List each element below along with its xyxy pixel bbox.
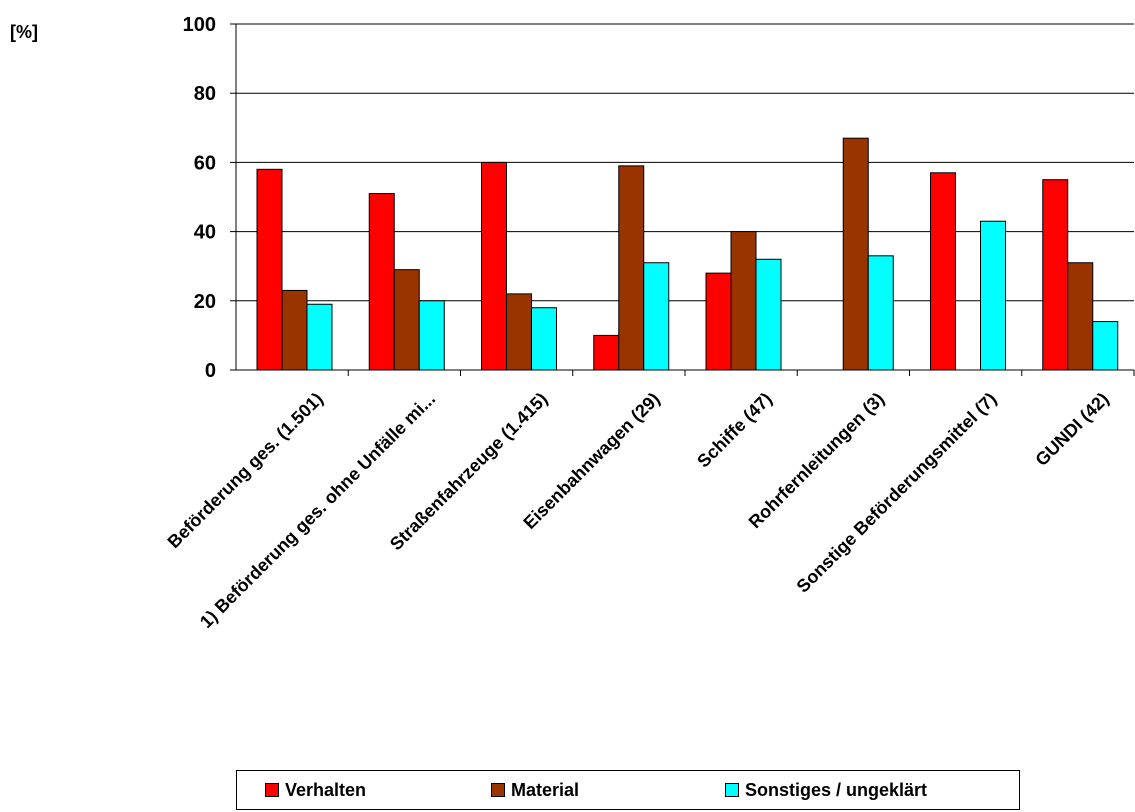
bar-chart: [%] 0 20 40 60 80 100 Beförderung ges. (1.501… (10, 14, 1135, 632)
bar-sonstiges-ungekl-rt (531, 307, 557, 371)
y-tick-label: 40 (194, 222, 216, 244)
y-tick-label: 100 (183, 14, 216, 36)
bar-material (506, 293, 532, 371)
bar-sonstiges-ungekl-rt (867, 255, 894, 371)
legend-swatch-material (491, 783, 505, 797)
bar-sonstiges-ungekl-rt (306, 303, 333, 371)
legend-item-verhalten: Verhalten (265, 771, 366, 809)
y-axis-ticks: 0 20 40 60 80 100 (183, 14, 236, 382)
bar-material (730, 231, 757, 371)
bar-verhalten (705, 272, 732, 371)
bar-sonstiges-ungekl-rt (755, 258, 782, 371)
bar-verhalten (930, 172, 956, 371)
y-tick-label: 60 (194, 152, 216, 174)
bar-material (1067, 262, 1094, 371)
bar-verhalten (593, 334, 620, 371)
legend-swatch-sonstiges (725, 783, 739, 797)
bars (256, 137, 1119, 371)
y-unit-label: [%] (10, 22, 38, 42)
y-tick-label: 20 (194, 291, 216, 313)
bar-material (393, 269, 420, 371)
axes (235, 24, 1135, 376)
x-category-label: Schiffe (47) (693, 389, 776, 472)
legend-label-verhalten: Verhalten (285, 779, 367, 800)
legend-item-material: Material (491, 771, 579, 809)
bar-material (618, 165, 645, 371)
x-category-label: 1) Beförderung ges. ohne Unfälle mi... (196, 389, 439, 632)
bar-sonstiges-ungekl-rt (1092, 321, 1119, 371)
y-tick-label: 80 (194, 83, 216, 105)
legend-item-sonstiges: Sonstiges / ungeklärt (725, 771, 927, 809)
legend-label-sonstiges: Sonstiges / ungeklärt (745, 779, 928, 800)
bar-sonstiges-ungekl-rt (980, 220, 1006, 371)
legend-label-material: Material (511, 779, 580, 800)
bar-material (842, 137, 869, 371)
x-category-label: GUNDI (42) (1031, 389, 1112, 470)
bar-verhalten (481, 161, 507, 371)
bar-verhalten (368, 193, 395, 371)
legend: Verhalten Material Sonstiges / ungeklärt (236, 770, 1020, 810)
bar-verhalten (1042, 179, 1069, 371)
x-axis-labels: Beförderung ges. (1.501)1) Beförderung g… (164, 389, 1113, 632)
bar-sonstiges-ungekl-rt (418, 300, 445, 371)
x-category-label: Sonstige Beförderungsmittel (7) (793, 389, 1001, 597)
y-tick-label: 0 (205, 360, 216, 382)
bar-sonstiges-ungekl-rt (643, 262, 670, 371)
bar-material (281, 289, 308, 371)
bar-verhalten (256, 168, 283, 371)
legend-swatch-verhalten (265, 783, 279, 797)
